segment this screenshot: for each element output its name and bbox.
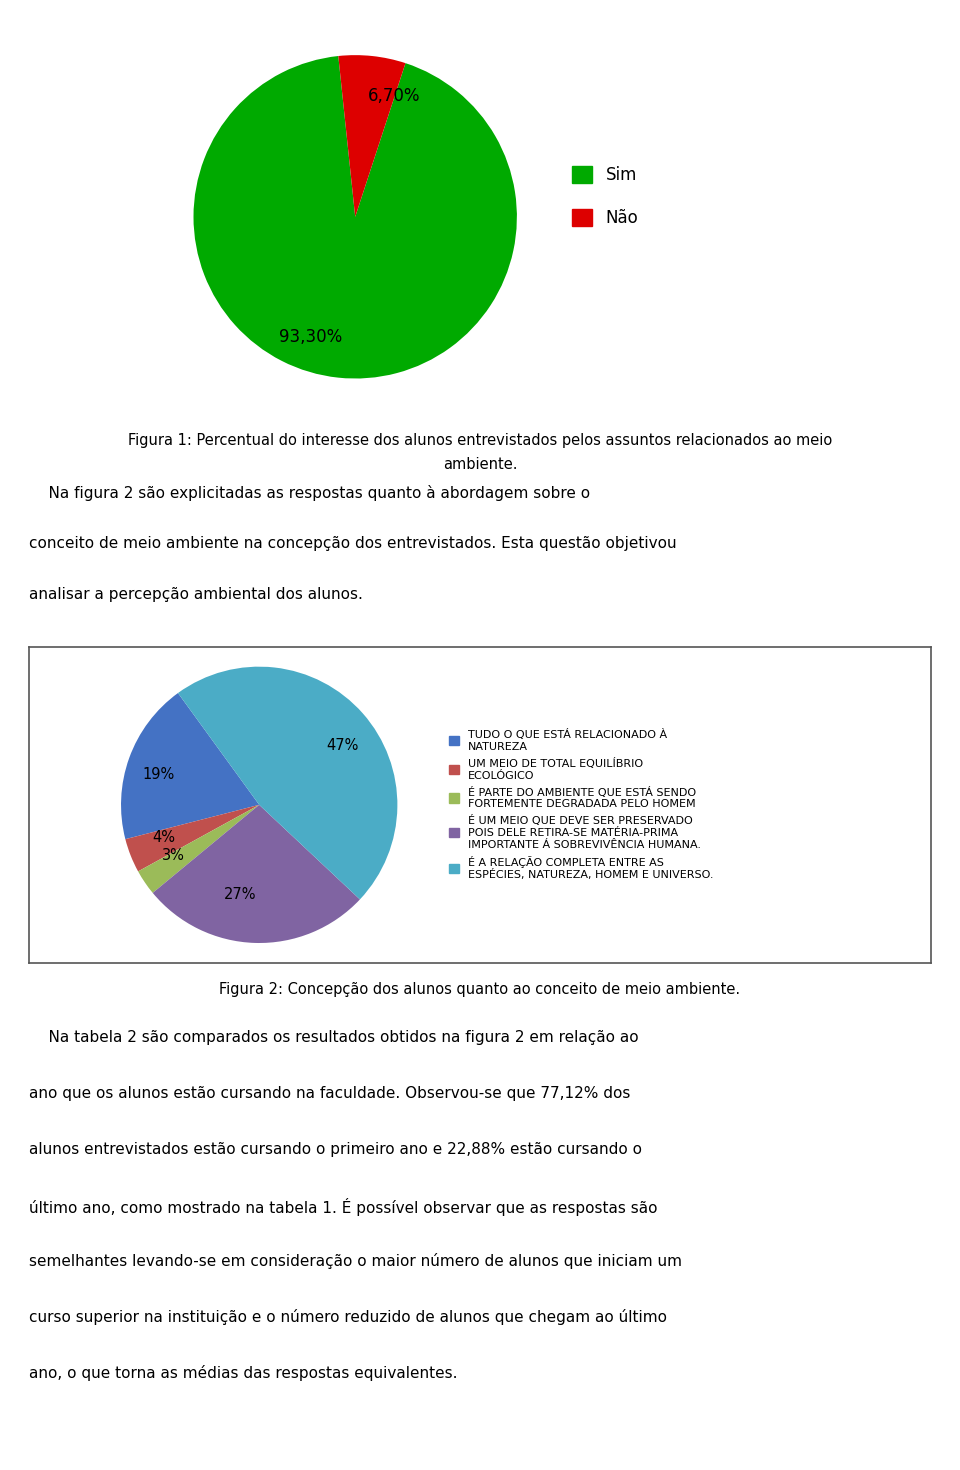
Text: Figura 2: Concepção dos alunos quanto ao conceito de meio ambiente.: Figura 2: Concepção dos alunos quanto ao… bbox=[220, 982, 740, 997]
Text: 4%: 4% bbox=[153, 831, 176, 845]
Wedge shape bbox=[121, 692, 259, 839]
Text: Figura 1: Percentual do interesse dos alunos entrevistados pelos assuntos relaci: Figura 1: Percentual do interesse dos al… bbox=[128, 432, 832, 447]
Text: ambiente.: ambiente. bbox=[443, 457, 517, 472]
Text: Na figura 2 são explicitadas as respostas quanto à abordagem sobre o: Na figura 2 são explicitadas as resposta… bbox=[29, 485, 590, 501]
Text: 27%: 27% bbox=[224, 886, 256, 903]
Text: curso superior na instituição e o número reduzido de alunos que chegam ao último: curso superior na instituição e o número… bbox=[29, 1310, 667, 1326]
Wedge shape bbox=[153, 806, 360, 942]
Legend: TUDO O QUE ESTÁ RELACIONADO À
NATUREZA, UM MEIO DE TOTAL EQUILÍBRIO
ECOLÓGICO, É: TUDO O QUE ESTÁ RELACIONADO À NATUREZA, … bbox=[444, 725, 718, 885]
Wedge shape bbox=[178, 667, 397, 900]
Text: analisar a percepção ambiental dos alunos.: analisar a percepção ambiental dos aluno… bbox=[29, 587, 363, 603]
Text: último ano, como mostrado na tabela 1. É possível observar que as respostas são: último ano, como mostrado na tabela 1. É… bbox=[29, 1198, 658, 1216]
Wedge shape bbox=[338, 56, 405, 218]
Wedge shape bbox=[138, 806, 259, 892]
Text: 19%: 19% bbox=[142, 767, 175, 782]
Text: alunos entrevistados estão cursando o primeiro ano e 22,88% estão cursando o: alunos entrevistados estão cursando o pr… bbox=[29, 1142, 642, 1157]
Text: ano, o que torna as médias das respostas equivalentes.: ano, o que torna as médias das respostas… bbox=[29, 1366, 457, 1382]
Text: ano que os alunos estão cursando na faculdade. Observou-se que 77,12% dos: ano que os alunos estão cursando na facu… bbox=[29, 1086, 630, 1101]
Text: 93,30%: 93,30% bbox=[279, 328, 343, 347]
Text: 47%: 47% bbox=[326, 738, 359, 753]
Text: semelhantes levando-se em consideração o maior número de alunos que iniciam um: semelhantes levando-se em consideração o… bbox=[29, 1254, 682, 1270]
Legend: Sim, Não: Sim, Não bbox=[565, 159, 645, 234]
Wedge shape bbox=[194, 56, 516, 378]
Text: Na tabela 2 são comparados os resultados obtidos na figura 2 em relação ao: Na tabela 2 são comparados os resultados… bbox=[29, 1030, 638, 1045]
Wedge shape bbox=[126, 806, 259, 872]
Text: conceito de meio ambiente na concepção dos entrevistados. Esta questão objetivou: conceito de meio ambiente na concepção d… bbox=[29, 537, 677, 551]
Text: 3%: 3% bbox=[162, 848, 185, 863]
Text: 6,70%: 6,70% bbox=[368, 87, 420, 106]
